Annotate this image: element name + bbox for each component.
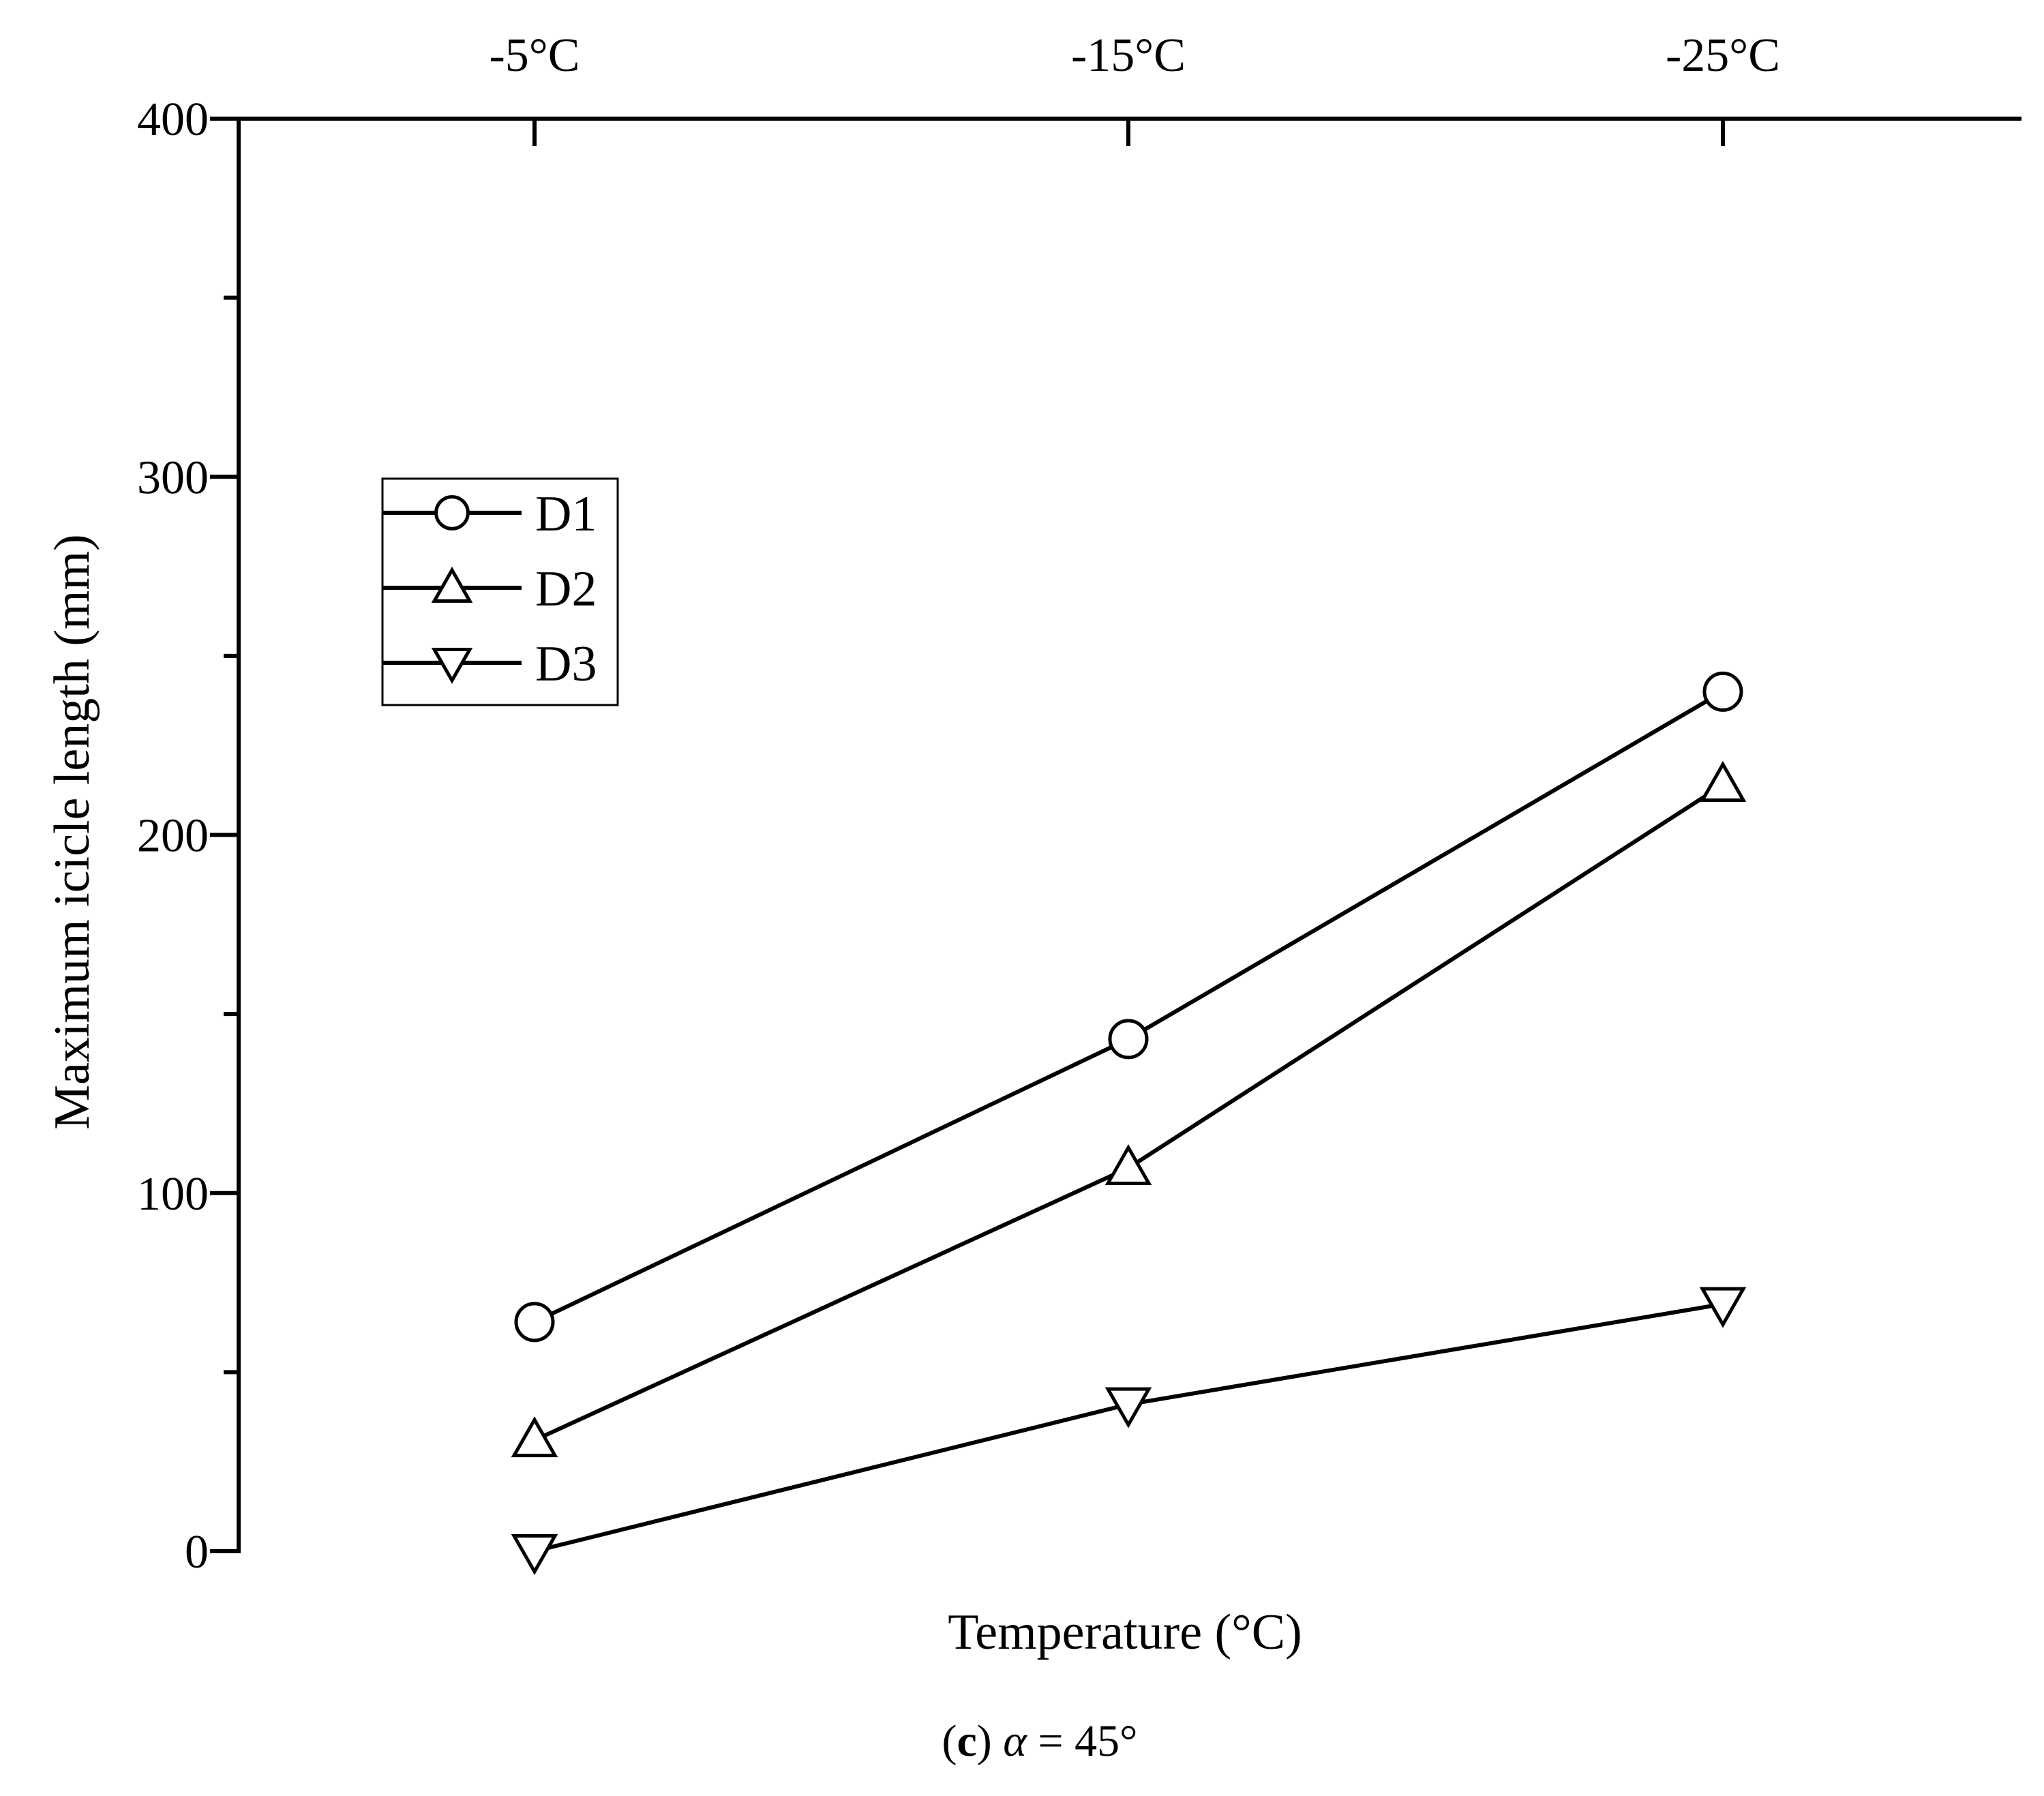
circle-marker — [434, 495, 470, 530]
x-tick-label: -25°C — [1666, 29, 1780, 82]
y-axis-title: Maximum icicle length (mm) — [44, 534, 100, 1129]
x-tick-label: -15°C — [1071, 29, 1186, 82]
legend-item-d2: D2 — [382, 561, 597, 617]
chart-series — [511, 671, 1747, 1576]
caption-angle: = 45° — [1027, 1716, 1138, 1766]
y-tick-label: 200 — [137, 810, 209, 863]
caption-alpha-symbol: α — [1003, 1716, 1027, 1766]
legend-label: D1 — [535, 486, 597, 542]
legend-label: D2 — [535, 561, 597, 617]
circle-marker — [1108, 1019, 1149, 1060]
triangle-up-marker — [1104, 1143, 1152, 1185]
chart-legend: D1 D2 D3 — [381, 477, 619, 706]
chart-axes — [237, 117, 2022, 1553]
triangle-up-marker — [1699, 760, 1747, 802]
x-axis-title: Temperature (°C) — [948, 1604, 1302, 1660]
y-tick-label: 0 — [185, 1526, 209, 1578]
triangle-up-marker — [511, 1416, 558, 1458]
legend-item-d3: D3 — [382, 636, 597, 692]
y-axis-ticks: 0 100 200 300 400 — [137, 93, 239, 1578]
triangle-down-marker — [1699, 1287, 1747, 1328]
x-tick-label: -5°C — [490, 29, 580, 82]
caption-panel-label: c — [957, 1716, 976, 1766]
legend-label: D3 — [535, 636, 597, 692]
triangle-down-marker — [431, 648, 473, 685]
series-line — [533, 689, 1724, 1324]
series-line — [533, 783, 1724, 1442]
x-axis-ticks: -5°C -15°C -25°C — [490, 29, 1780, 146]
legend-box — [381, 477, 619, 706]
series-d2 — [511, 760, 1747, 1458]
triangle-down-marker — [511, 1534, 558, 1576]
figure-caption: (c) α = 45° — [942, 1716, 1137, 1766]
y-tick-label: 300 — [137, 451, 209, 504]
triangle-down-marker — [1104, 1387, 1152, 1428]
y-tick-label: 400 — [137, 93, 209, 146]
circle-marker — [514, 1302, 555, 1343]
series-d3 — [511, 1287, 1747, 1576]
series-d1 — [514, 671, 1743, 1343]
triangle-up-marker — [431, 566, 473, 603]
circle-marker — [1702, 671, 1743, 712]
legend-item-d1: D1 — [382, 486, 597, 542]
y-tick-label: 100 — [137, 1168, 209, 1221]
